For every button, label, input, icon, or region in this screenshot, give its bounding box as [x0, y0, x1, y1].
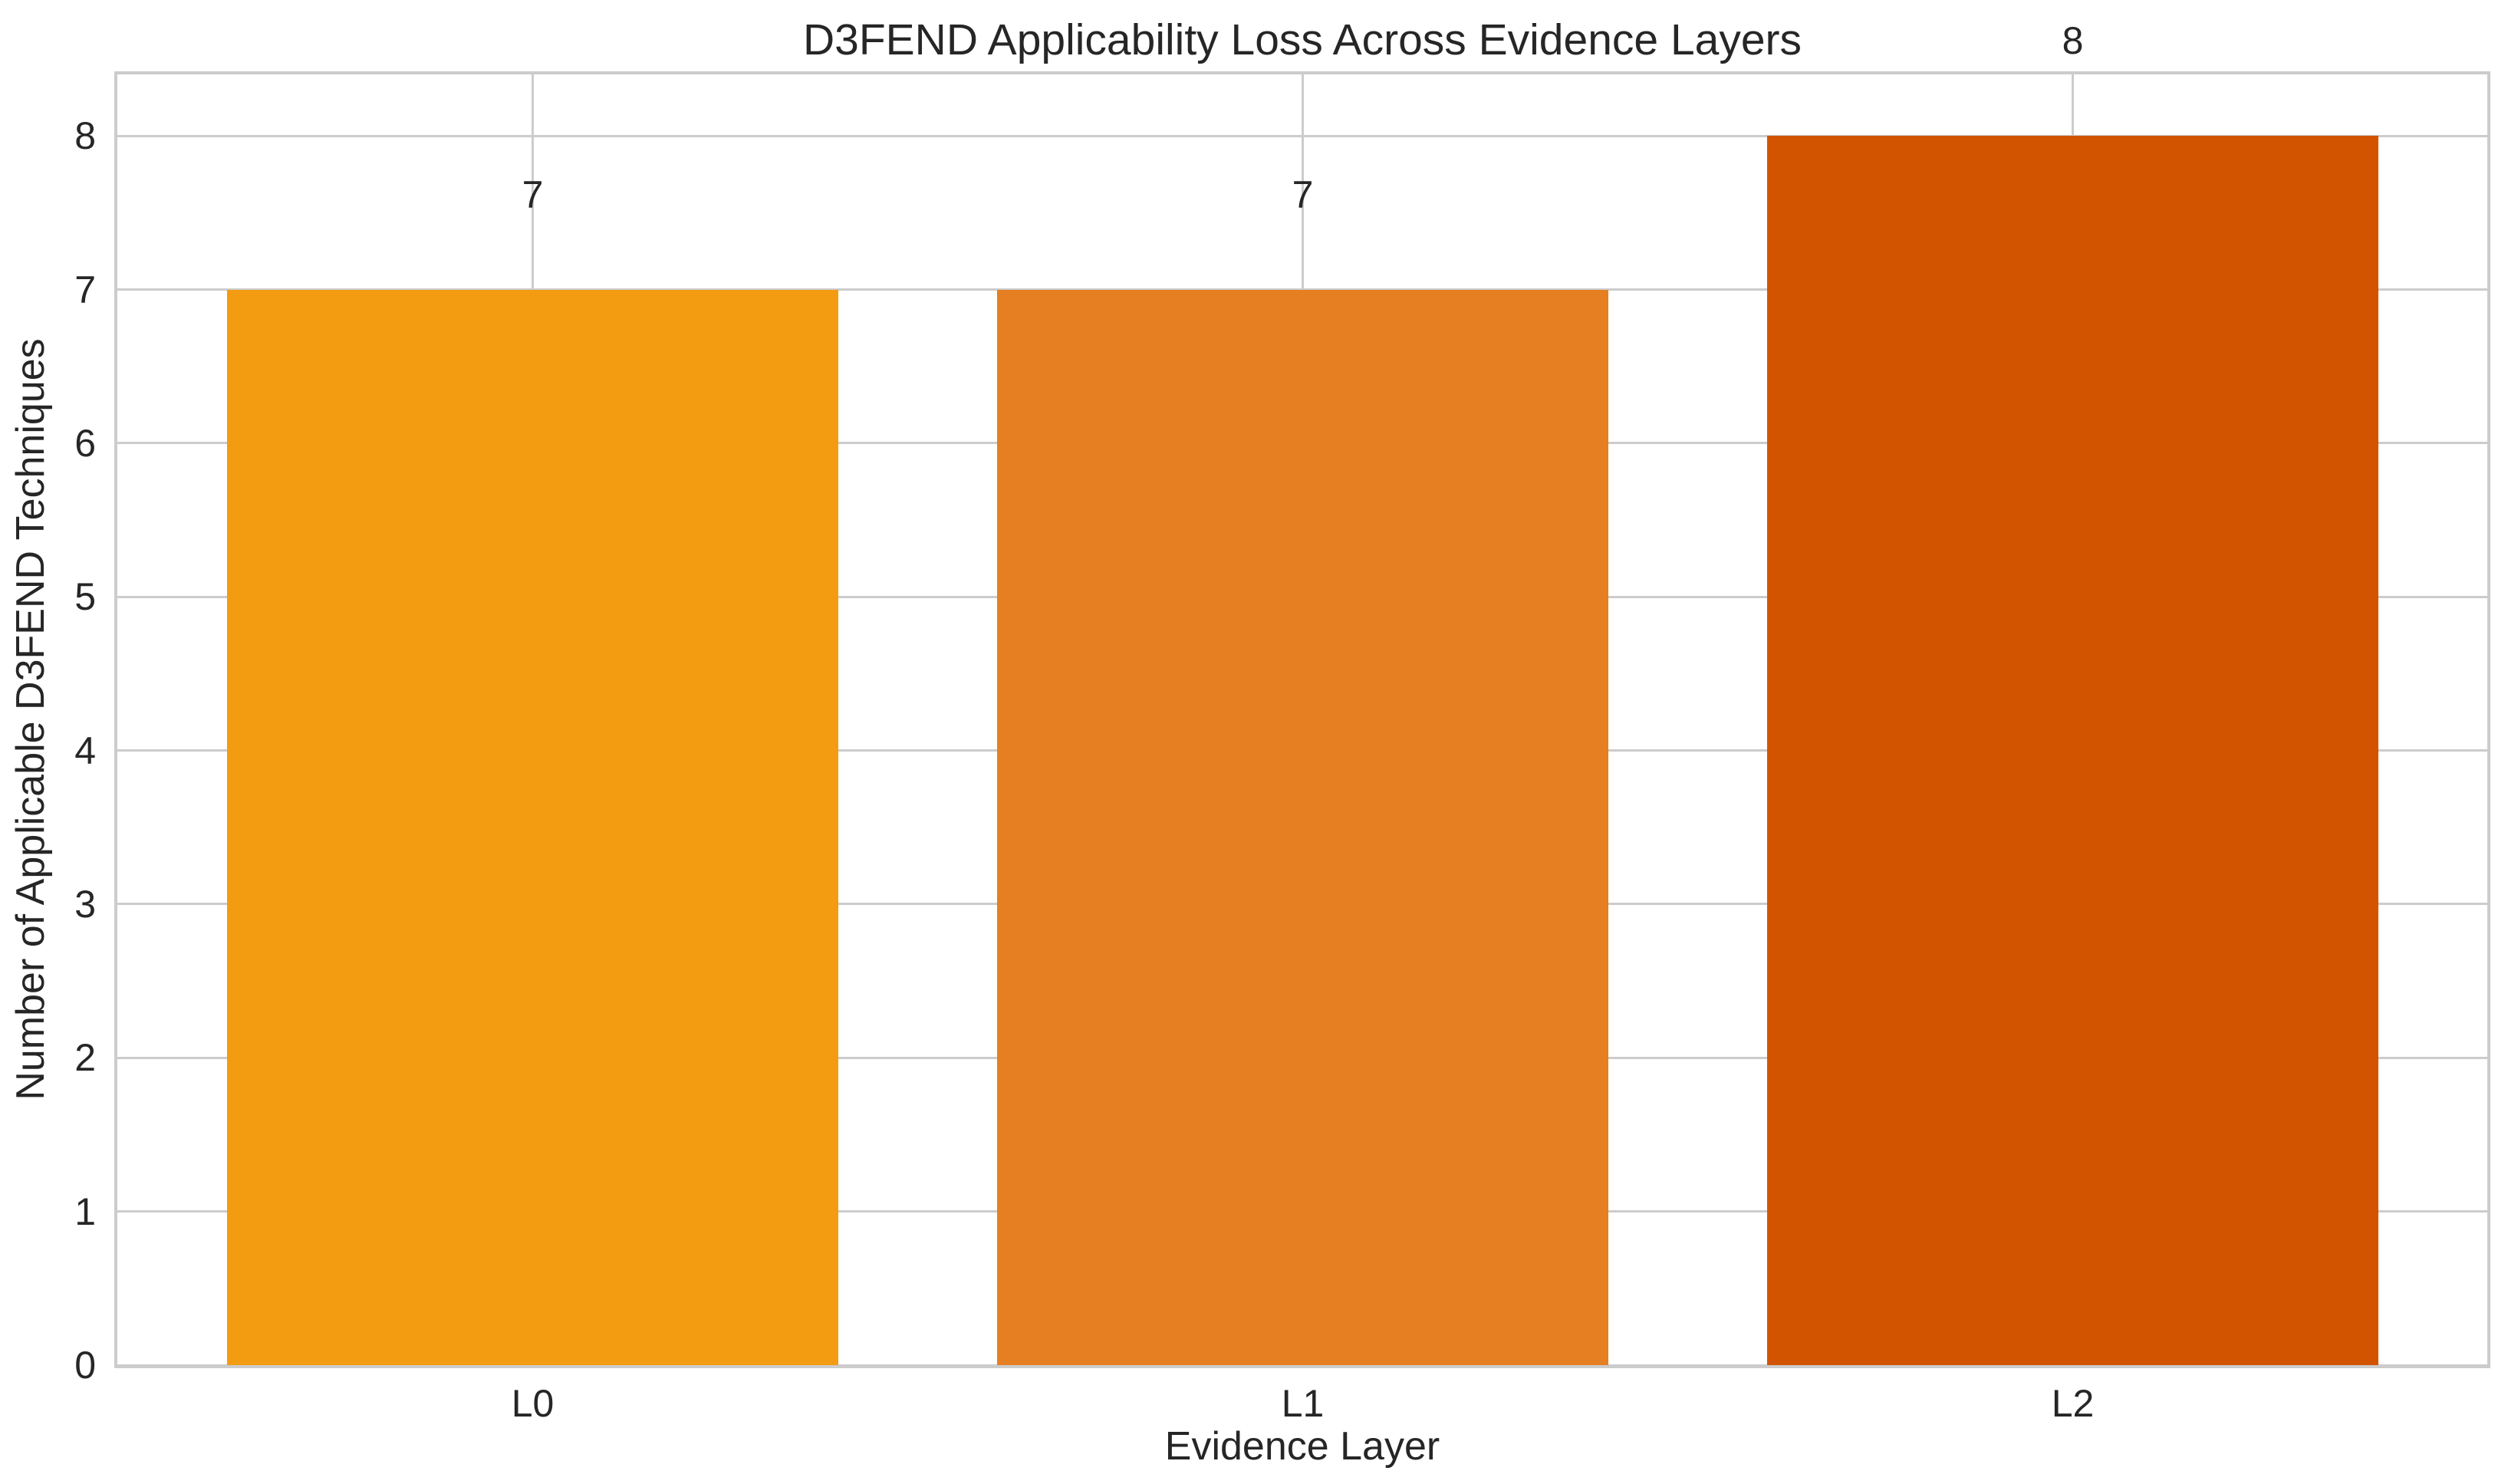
bar-value-label-l0: 7	[522, 173, 544, 216]
y-tick-label-4: 4	[74, 729, 96, 772]
bar-value-label-l1: 7	[1292, 173, 1314, 216]
x-axis-label: Evidence Layer	[1164, 1424, 1440, 1469]
chart-title: D3FEND Applicability Loss Across Evidenc…	[802, 15, 1802, 64]
x-tick-label-l2: L2	[2051, 1382, 2095, 1425]
bar-l2	[1767, 136, 2378, 1365]
y-tick-label-1: 1	[74, 1190, 96, 1233]
x-tick-label-l1: L1	[1281, 1382, 1325, 1425]
y-tick-label-8: 8	[74, 114, 96, 158]
bar-l1	[997, 289, 1608, 1365]
y-tick-label-7: 7	[74, 268, 96, 311]
y-tick-label-6: 6	[74, 421, 96, 465]
y-tick-label-2: 2	[74, 1036, 96, 1080]
y-tick-label-0: 0	[74, 1344, 96, 1387]
y-tick-label-5: 5	[74, 575, 96, 619]
y-tick-label-3: 3	[74, 882, 96, 926]
x-tick-label-l0: L0	[511, 1382, 555, 1425]
y-gridline-0	[117, 1364, 2487, 1367]
bar-value-label-l2: 8	[2062, 19, 2084, 63]
plot-area	[114, 71, 2490, 1368]
bar-l0	[227, 289, 838, 1365]
